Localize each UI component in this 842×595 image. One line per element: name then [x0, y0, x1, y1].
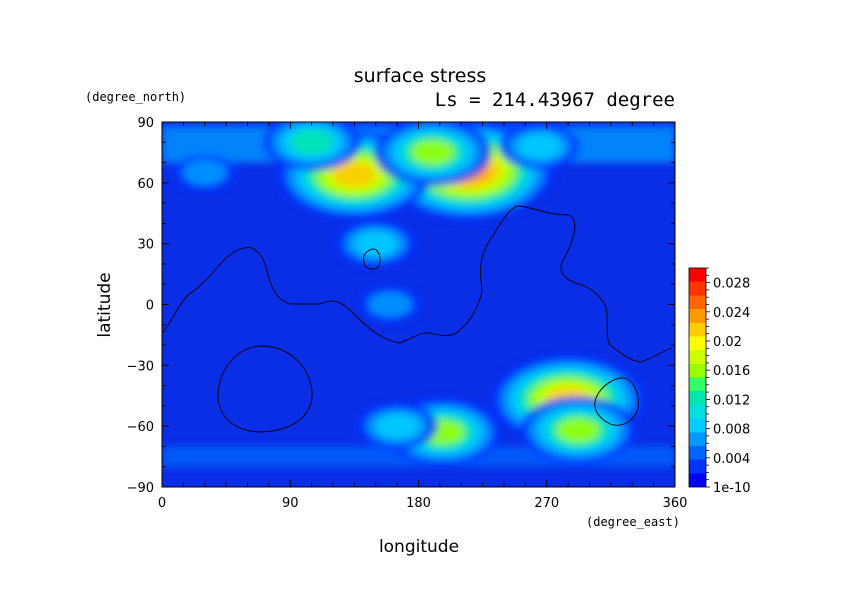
x-axis: 0 90 180 270 360 [158, 122, 688, 511]
chart-title: surface stress [354, 65, 487, 87]
x-tick-label: 180 [406, 496, 431, 511]
heatmap-field [162, 122, 675, 467]
colorbar-label: 0.008 [713, 423, 750, 438]
heatmap-contour-level [182, 159, 227, 186]
y-tick-label: −60 [127, 420, 154, 435]
colorbar-label: 0.024 [713, 306, 750, 321]
colorbar-label: 1e-10 [713, 481, 751, 496]
heatmap-contour-level [332, 161, 377, 188]
heatmap-contour-level [289, 129, 334, 156]
x-axis-label: longitude [379, 537, 459, 557]
contour-line-hellas [217, 345, 313, 433]
y-tick-label: −30 [127, 359, 154, 374]
y-tick-label: −90 [127, 481, 154, 496]
x-tick-label: 90 [282, 496, 299, 511]
y-tick-label: 90 [137, 116, 154, 131]
y-axis-label: latitude [95, 272, 115, 337]
y-axis: 90 60 30 0 −30 −60 −90 [127, 116, 675, 496]
chart-subtitle: Ls = 214.43967 degree [435, 89, 675, 111]
contour-line-equatorial [162, 205, 673, 363]
heatmap-contour-level [353, 230, 398, 257]
y-tick-label: 60 [137, 177, 154, 192]
heatmap-contour-level [367, 291, 413, 318]
contour-line-small [363, 248, 381, 270]
colorbar-label: 0.016 [713, 364, 750, 379]
topography-contours [162, 205, 673, 433]
y-units: (degree_north) [85, 90, 186, 104]
heatmap [162, 122, 675, 487]
colorbar-ticks: 1e-10 0.004 0.008 0.012 0.016 0.02 0.024 0.028 [706, 267, 751, 496]
colorbar: 1e-10 0.004 0.008 0.012 0.016 0.02 0.024 0.028 [688, 267, 751, 496]
y-tick-label: 30 [137, 238, 154, 253]
heatmap-contour-level [410, 139, 455, 166]
heatmap-contour-level [517, 133, 562, 160]
x-tick-label: 0 [158, 496, 166, 511]
heatmap-contour-level [375, 413, 420, 439]
y-tick-label: 0 [146, 299, 154, 314]
x-tick-label: 360 [663, 496, 688, 511]
colorbar-label: 0.012 [713, 393, 750, 408]
contour-line-argyre [594, 377, 639, 426]
x-units: (degree_east) [586, 515, 680, 529]
colorbar-bar [688, 267, 707, 488]
x-tick-label: 270 [534, 496, 559, 511]
heatmap-contour-level [556, 417, 601, 443]
colorbar-label: 0.028 [713, 277, 750, 292]
colorbar-label: 0.02 [713, 335, 742, 350]
colorbar-label: 0.004 [713, 452, 750, 467]
